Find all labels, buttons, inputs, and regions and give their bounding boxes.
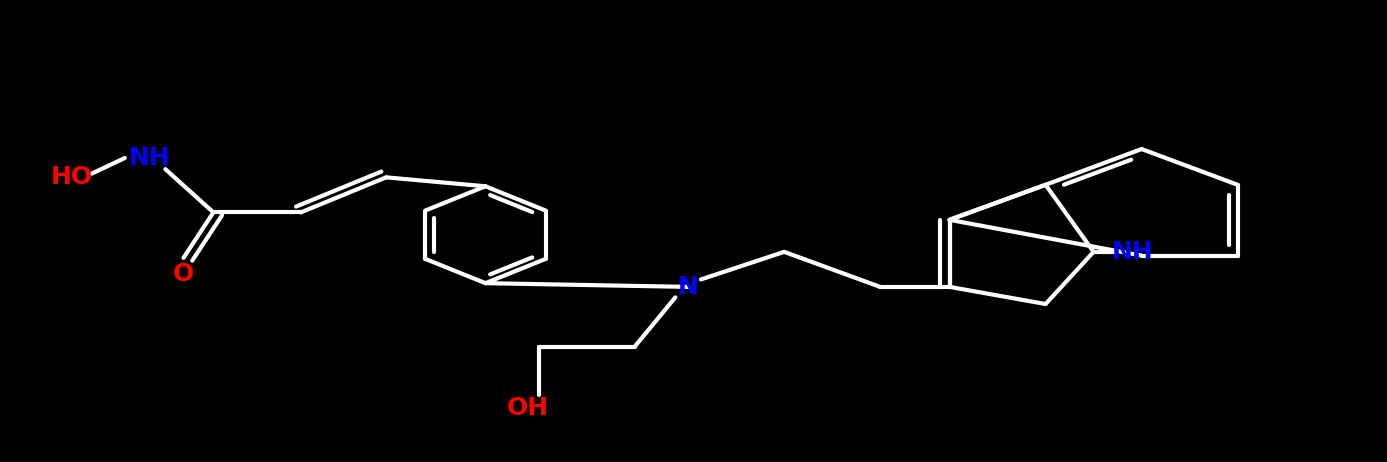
Text: NH: NH [129,146,171,170]
Text: OH: OH [508,396,549,420]
Text: N: N [678,275,699,299]
Text: HO: HO [51,165,93,189]
Text: NH: NH [1112,240,1154,264]
Text: O: O [173,262,194,286]
